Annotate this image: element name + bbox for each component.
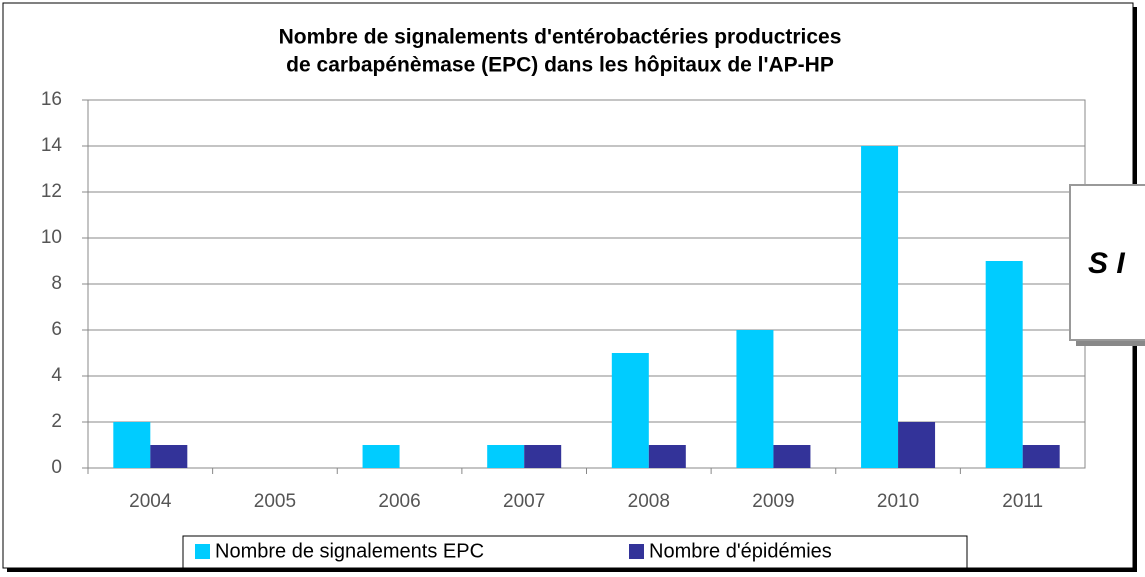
y-tick-label: 12 [41,181,62,202]
y-tick-label: 0 [51,457,62,478]
overlay-text: S I [1088,247,1125,280]
y-tick-label: 4 [51,365,62,386]
bar [113,422,151,468]
y-tick-label: 8 [51,273,62,294]
bar [362,445,400,468]
legend: Nombre de signalements EPC Nombre d'épidé… [195,540,832,562]
bar [611,353,649,468]
bar [1022,445,1060,468]
legend-label: Nombre de signalements EPC [215,540,484,562]
bar [524,445,562,468]
plot: 0 2 4 6 8 10 12 14 16 2004 2005 2006 2007 2008 2009 201… [41,89,1086,512]
x-tick-label: 2008 [628,491,670,512]
bar [773,445,811,468]
bar [487,445,525,468]
x-tick-label: 2004 [129,491,172,512]
x-tick-label: 2010 [877,491,919,512]
legend-swatch [629,544,644,559]
bar [648,445,686,468]
x-tick-label: 2006 [378,491,420,512]
legend-swatch [195,544,210,559]
bar [150,445,188,468]
x-tick-label: 2011 [1002,491,1043,512]
x-tick-label: 2007 [503,491,545,512]
bar [898,422,936,468]
legend-box [182,535,968,569]
y-tick-label: 6 [51,319,62,340]
chart-title: Nombre de signalements d'entérobactéries… [279,26,842,49]
chart-subtitle: de carbapénèmase (EPC) dans les hôpitaux… [286,54,834,77]
y-tick-label: 16 [41,89,62,110]
y-tick-label: 2 [51,411,62,432]
frame [2,2,1134,569]
bar [736,330,774,468]
y-tick-label: 14 [41,135,63,156]
legend-label: Nombre d'épidémies [649,540,832,562]
overlay-box [1069,184,1145,341]
x-tick-label: 2005 [254,491,296,512]
bar [985,261,1023,468]
y-tick-label: 10 [41,227,62,248]
x-tick-label: 2009 [752,491,794,512]
bar [861,146,899,468]
